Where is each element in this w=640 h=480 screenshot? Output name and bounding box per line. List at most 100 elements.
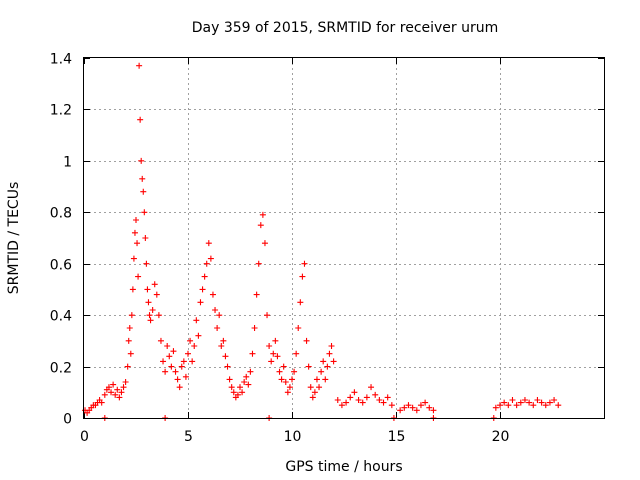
data-point <box>426 404 433 411</box>
data-point <box>359 399 366 406</box>
data-point <box>266 343 273 349</box>
data-point <box>376 397 383 403</box>
data-point <box>546 399 553 406</box>
data-point <box>324 363 331 370</box>
data-point <box>180 358 187 365</box>
data-point <box>509 397 516 403</box>
data-point <box>282 379 289 385</box>
data-point <box>127 350 134 357</box>
data-point <box>201 273 208 280</box>
data-point <box>214 325 221 331</box>
data-point <box>228 384 235 391</box>
data-point <box>251 325 258 331</box>
y-tick-label: 1.2 <box>50 103 72 119</box>
data-point <box>130 255 137 262</box>
data-point <box>276 368 283 375</box>
data-point <box>272 337 279 344</box>
data-point <box>521 397 528 403</box>
data-point <box>261 240 268 247</box>
data-point <box>124 363 131 370</box>
data-point <box>197 299 204 306</box>
y-tick-label: 0 <box>63 412 72 428</box>
data-point <box>234 391 241 398</box>
data-point <box>155 312 162 319</box>
data-point <box>239 389 246 396</box>
data-point <box>226 376 233 383</box>
data-point <box>280 363 287 370</box>
data-point <box>203 260 210 267</box>
data-point <box>338 402 345 409</box>
data-point <box>241 379 248 385</box>
data-point <box>160 358 167 365</box>
data-point <box>247 368 254 375</box>
data-point <box>137 116 144 123</box>
data-point <box>139 175 146 182</box>
data-point <box>162 368 169 375</box>
data-point <box>264 312 271 319</box>
data-point <box>257 222 264 229</box>
x-tick-label: 10 <box>284 429 302 445</box>
data-point <box>278 376 285 383</box>
data-point <box>218 343 225 349</box>
data-point <box>118 389 125 396</box>
data-point <box>237 384 243 391</box>
data-point <box>187 337 194 344</box>
data-point <box>274 353 281 360</box>
data-point <box>140 188 147 195</box>
data-point <box>220 337 227 344</box>
data-point <box>245 381 252 388</box>
data-point <box>212 307 219 313</box>
data-point <box>147 317 154 324</box>
data-point <box>146 312 153 319</box>
data-point <box>144 286 151 293</box>
data-point <box>149 307 156 313</box>
data-point <box>129 286 136 293</box>
data-point <box>293 350 300 357</box>
data-point <box>301 260 308 267</box>
data-point <box>168 363 175 370</box>
data-point <box>142 235 149 241</box>
data-point <box>303 337 310 344</box>
data-point <box>334 397 341 403</box>
data-point <box>513 402 520 409</box>
data-point <box>195 332 202 339</box>
data-points <box>82 62 562 421</box>
data-point <box>193 317 200 324</box>
data-point <box>417 402 424 409</box>
data-point <box>401 404 408 411</box>
data-point <box>114 386 121 393</box>
data-point <box>409 404 416 411</box>
data-point <box>388 402 395 409</box>
data-point <box>299 273 306 280</box>
data-point <box>174 376 181 383</box>
data-point <box>126 325 133 331</box>
data-point <box>372 391 379 398</box>
data-point <box>178 363 185 370</box>
data-point <box>249 350 256 357</box>
y-axis-label: SRMTID / TECUs <box>6 182 22 295</box>
data-point <box>295 325 302 331</box>
data-point <box>207 255 214 262</box>
data-point <box>413 407 420 414</box>
data-point <box>112 391 119 398</box>
data-point <box>166 353 173 360</box>
data-point <box>397 407 404 414</box>
data-point <box>311 389 318 396</box>
data-point <box>505 402 512 409</box>
data-point <box>259 211 266 218</box>
data-point <box>105 384 112 391</box>
data-point <box>501 399 508 406</box>
data-point <box>157 337 164 344</box>
data-point <box>326 350 333 357</box>
y-tick-labels: 0 0.2 0.4 0.6 0.8 1 1.2 1.4 <box>50 52 72 428</box>
data-point <box>497 402 503 409</box>
data-point <box>209 291 216 298</box>
data-point <box>222 353 229 360</box>
data-point <box>120 384 127 391</box>
data-point <box>205 240 212 247</box>
data-point <box>122 379 129 385</box>
data-point <box>136 62 143 69</box>
data-point <box>268 358 275 365</box>
data-point <box>355 397 362 403</box>
